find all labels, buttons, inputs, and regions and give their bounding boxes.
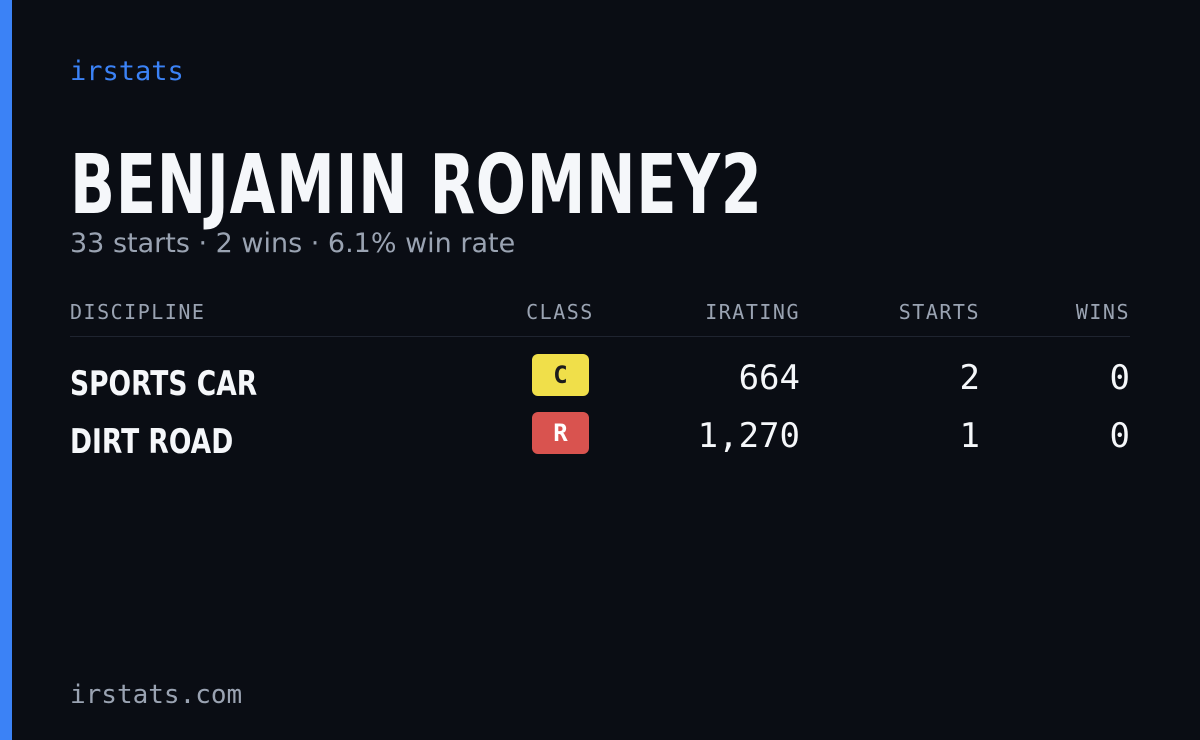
wins: 0	[1109, 416, 1130, 456]
starts: 2	[959, 358, 980, 398]
wins: 0	[1109, 358, 1130, 398]
discipline: SPORTS CAR	[70, 364, 258, 404]
class-badge: C	[532, 354, 589, 396]
class-badge: R	[532, 412, 589, 454]
footer: irstats.com	[70, 680, 243, 710]
driver-summary: 33 starts · 2 wins · 6.1% win rate	[70, 228, 516, 259]
starts: 1	[959, 416, 980, 456]
driver-name: BENJAMIN ROMNEY2	[70, 138, 763, 233]
discipline: DIRT ROAD	[70, 422, 234, 462]
accent-bar	[0, 0, 12, 740]
column-header: IRATING	[705, 300, 800, 324]
brand: irstats	[70, 56, 184, 87]
irating: 1,270	[697, 416, 800, 456]
column-header: CLASS	[526, 300, 594, 324]
column-header: DISCIPLINE	[70, 300, 206, 324]
column-header: STARTS	[898, 300, 980, 324]
column-header: WINS	[1075, 300, 1130, 324]
irating: 664	[738, 358, 800, 398]
header-rule	[70, 336, 1130, 337]
